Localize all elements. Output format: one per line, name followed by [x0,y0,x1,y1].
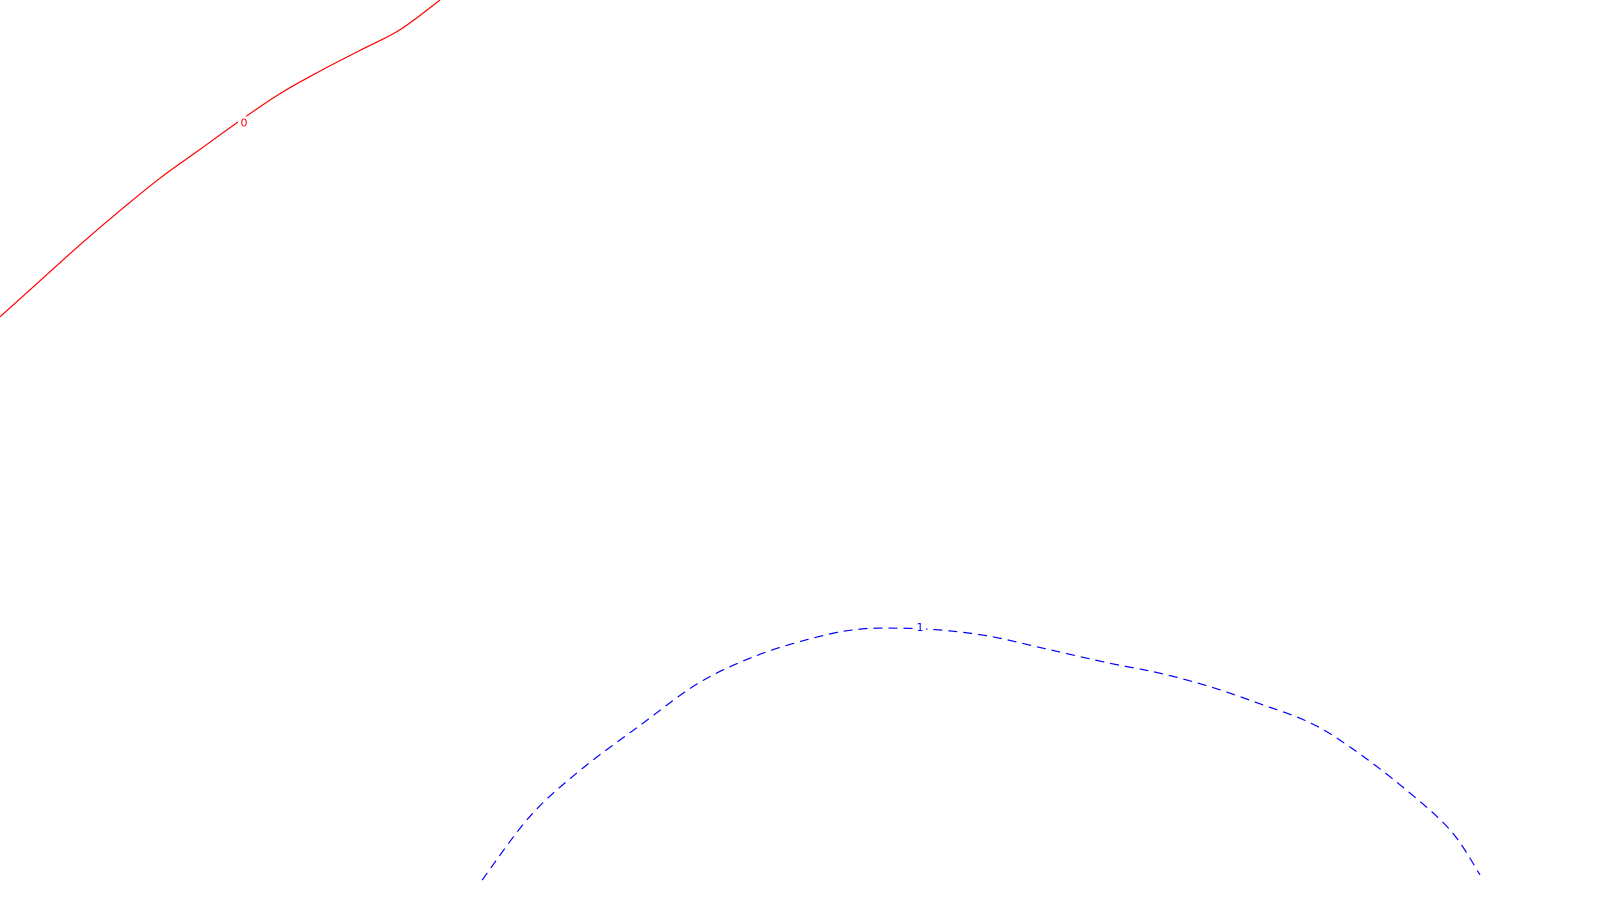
contour-label-background-1 [914,621,926,636]
contour-label-background-0 [238,116,250,131]
contour-label-0: 0 [241,116,248,129]
contour-labels: 01 [238,116,926,636]
contour-line-1 [481,627,1481,881]
contour-line-0 [0,0,441,318]
contour-label-1: 1 [917,621,924,634]
contour-lines [0,0,1481,881]
